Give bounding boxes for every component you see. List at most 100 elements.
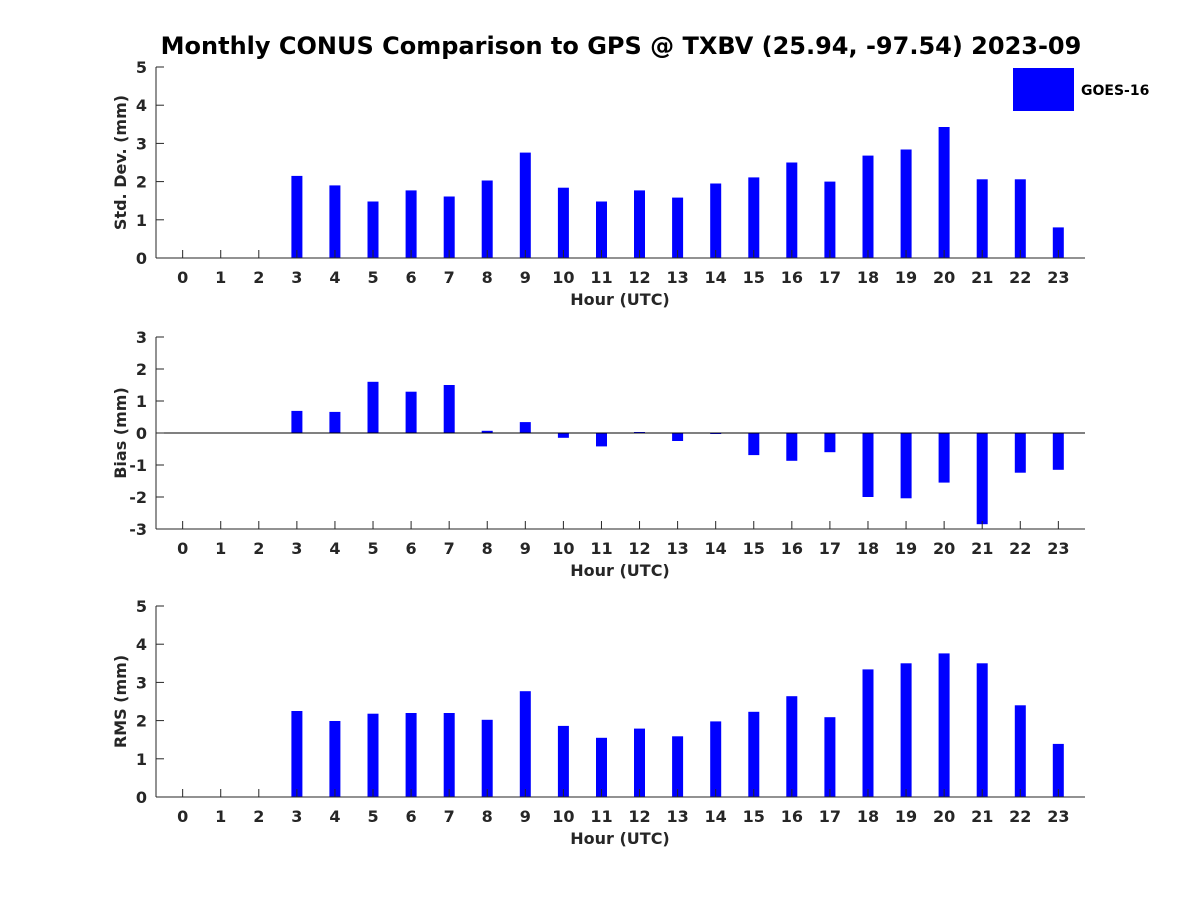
y-tick-label: -3 xyxy=(129,520,147,539)
bar-hour-19 xyxy=(900,663,912,797)
bar-hour-20 xyxy=(938,433,950,483)
y-tick-label: 1 xyxy=(136,750,147,769)
chart-title: Monthly CONUS Comparison to GPS @ TXBV (… xyxy=(161,32,1082,60)
x-tick-label: 22 xyxy=(1009,539,1031,558)
x-tick-label: 3 xyxy=(291,807,302,826)
bar-hour-3 xyxy=(291,175,303,258)
x-tick-label: 8 xyxy=(482,539,493,558)
bar-hour-13 xyxy=(672,197,684,258)
x-tick-label: 14 xyxy=(705,268,727,287)
bar-hour-11 xyxy=(596,201,607,258)
x-tick-label: 18 xyxy=(857,539,879,558)
x-tick-label: 20 xyxy=(933,268,955,287)
x-tick-label: 9 xyxy=(520,268,531,287)
x-tick-label: 16 xyxy=(781,539,803,558)
x-tick-label: 1 xyxy=(215,807,226,826)
x-tick-label: 17 xyxy=(819,268,841,287)
bar-hour-22 xyxy=(1014,179,1026,258)
x-tick-label: 7 xyxy=(444,807,455,826)
y-tick-label: 4 xyxy=(136,96,147,115)
bar-hour-17 xyxy=(824,433,836,453)
x-tick-label: 4 xyxy=(329,268,340,287)
bar-hour-13 xyxy=(672,433,684,441)
bar-hour-7 xyxy=(443,196,455,258)
x-tick-label: 14 xyxy=(705,539,727,558)
bar-hour-8 xyxy=(481,180,493,258)
x-tick-label: 19 xyxy=(895,807,917,826)
x-tick-label: 17 xyxy=(819,539,841,558)
x-tick-label: 21 xyxy=(971,807,993,826)
bar-hour-6 xyxy=(405,190,417,258)
x-tick-label: 22 xyxy=(1009,268,1031,287)
x-tick-label: 4 xyxy=(329,807,340,826)
bar-hour-22 xyxy=(1014,705,1026,797)
x-tick-label: 16 xyxy=(781,807,803,826)
bar-hour-4 xyxy=(329,721,341,797)
x-tick-label: 0 xyxy=(177,539,188,558)
x-tick-label: 12 xyxy=(628,539,650,558)
x-tick-label: 16 xyxy=(781,268,803,287)
x-tick-label: 1 xyxy=(215,268,226,287)
bar-hour-21 xyxy=(976,663,988,797)
bar-hour-21 xyxy=(976,433,988,525)
bar-hour-11 xyxy=(596,737,607,797)
legend: GOES-16 xyxy=(1013,68,1149,111)
y-tick-label: -2 xyxy=(129,488,147,507)
x-tick-label: 6 xyxy=(406,268,417,287)
bar-hour-5 xyxy=(367,713,379,797)
bar-hour-14 xyxy=(710,183,722,258)
bar-hour-23 xyxy=(1052,433,1064,470)
bar-hour-18 xyxy=(862,669,874,797)
bar-hour-6 xyxy=(405,391,417,433)
x-tick-label: 20 xyxy=(933,539,955,558)
y-tick-label: 5 xyxy=(136,597,147,616)
bar-hour-15 xyxy=(748,433,760,456)
bar-hour-7 xyxy=(443,385,455,433)
bar-hour-18 xyxy=(862,433,874,497)
bar-hour-21 xyxy=(976,179,988,258)
x-tick-label: 12 xyxy=(628,807,650,826)
bar-hour-10 xyxy=(557,433,569,438)
x-tick-label: 23 xyxy=(1047,539,1069,558)
x-tick-label: 10 xyxy=(552,807,574,826)
y-tick-label: -1 xyxy=(129,456,147,475)
x-tick-label: 19 xyxy=(895,268,917,287)
bar-hour-11 xyxy=(596,433,607,447)
legend-label-goes-16: GOES-16 xyxy=(1081,83,1149,99)
x-tick-label: 23 xyxy=(1047,807,1069,826)
x-tick-label: 0 xyxy=(177,807,188,826)
x-tick-label: 5 xyxy=(367,268,378,287)
x-axis-label: Hour (UTC) xyxy=(570,290,670,309)
y-tick-label: 3 xyxy=(136,328,147,347)
bar-hour-19 xyxy=(900,149,912,258)
y-tick-label: 0 xyxy=(136,424,147,443)
bar-hour-12 xyxy=(634,728,645,797)
bar-hour-13 xyxy=(672,736,684,797)
x-tick-label: 11 xyxy=(590,539,612,558)
x-tick-label: 15 xyxy=(743,539,765,558)
x-tick-label: 2 xyxy=(253,807,264,826)
x-tick-label: 8 xyxy=(482,268,493,287)
y-tick-label: 2 xyxy=(136,360,147,379)
y-tick-label: 1 xyxy=(136,211,147,230)
x-tick-label: 7 xyxy=(444,539,455,558)
bar-hour-8 xyxy=(481,719,493,797)
bar-hour-12 xyxy=(634,190,645,258)
bar-hour-22 xyxy=(1014,433,1026,473)
x-tick-label: 8 xyxy=(482,807,493,826)
bar-hour-3 xyxy=(291,410,303,433)
x-tick-label: 3 xyxy=(291,539,302,558)
x-tick-label: 13 xyxy=(666,268,688,287)
bar-hour-9 xyxy=(519,422,531,433)
x-tick-label: 1 xyxy=(215,539,226,558)
x-tick-label: 18 xyxy=(857,807,879,826)
y-axis-label: Bias (mm) xyxy=(111,387,130,479)
x-tick-label: 2 xyxy=(253,268,264,287)
x-axis-label: Hour (UTC) xyxy=(570,829,670,848)
x-tick-label: 9 xyxy=(520,807,531,826)
y-axis-label: Std. Dev. (mm) xyxy=(111,95,130,230)
x-tick-label: 5 xyxy=(367,807,378,826)
x-tick-label: 6 xyxy=(406,807,417,826)
